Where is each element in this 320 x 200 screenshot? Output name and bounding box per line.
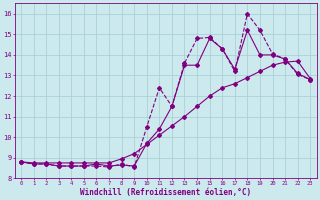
X-axis label: Windchill (Refroidissement éolien,°C): Windchill (Refroidissement éolien,°C) [80, 188, 251, 197]
